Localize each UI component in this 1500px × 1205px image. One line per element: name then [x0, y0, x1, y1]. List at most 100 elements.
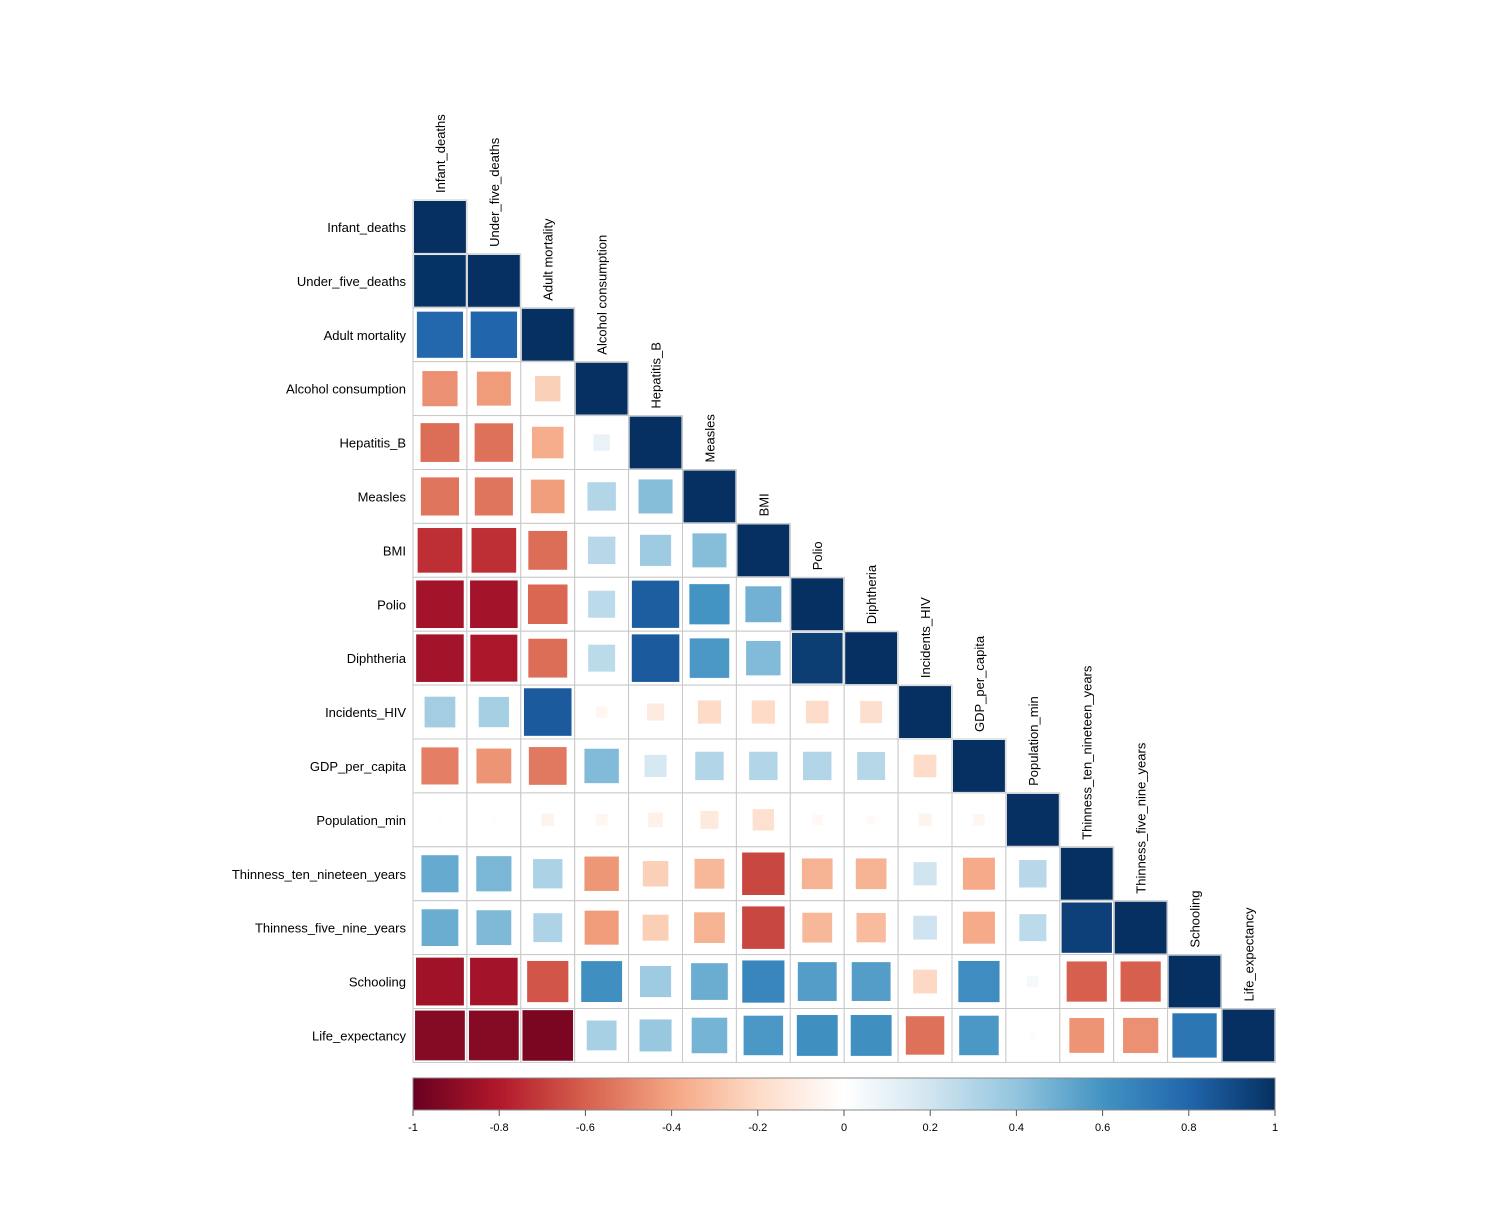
matrix-cell [466, 846, 522, 902]
matrix-cell [682, 1008, 737, 1063]
correlation-square [1222, 1009, 1275, 1062]
correlation-square [414, 255, 466, 307]
correlation-square [695, 751, 724, 781]
correlation-square [541, 813, 555, 827]
column-label: Population_min [1026, 696, 1041, 786]
row-label: Infant_deaths [327, 220, 406, 235]
matrix-cell [574, 954, 630, 1009]
matrix-cell [412, 900, 468, 956]
colorbar-tick-label: 0 [841, 1122, 847, 1134]
matrix-cell [1005, 954, 1061, 1009]
row-label: Life_expectancy [312, 1028, 406, 1043]
matrix-cell [735, 900, 791, 956]
correlation-square [1168, 955, 1221, 1008]
correlation-square [421, 747, 459, 785]
cell-grid [466, 361, 522, 417]
correlation-square [470, 634, 518, 682]
matrix-cell [628, 738, 683, 794]
correlation-square [857, 751, 886, 780]
correlation-square [1069, 1018, 1105, 1053]
matrix-cell [574, 1008, 630, 1063]
matrix-cell [735, 630, 791, 686]
correlation-square [689, 584, 730, 625]
column-labels: Infant_deaths Under_five_deaths Adult mort… [433, 114, 1256, 1002]
correlation-square [638, 479, 673, 514]
correlation-square [468, 1010, 519, 1061]
matrix-cell [520, 900, 576, 956]
matrix-cell [412, 846, 468, 902]
matrix-cell [628, 630, 683, 686]
row-label: Schooling [349, 975, 406, 990]
matrix-cell [412, 199, 468, 255]
matrix-cell [843, 954, 899, 1009]
correlation-square [797, 962, 837, 1001]
matrix-cell [520, 630, 576, 686]
correlation-square [528, 638, 568, 678]
matrix-cell [735, 576, 791, 632]
colorbar-tick-label: 0.4 [1009, 1122, 1024, 1134]
correlation-square [416, 311, 464, 358]
correlation-square [691, 963, 728, 1000]
matrix-cell [520, 307, 576, 363]
column-label: Diphtheria [864, 564, 879, 624]
row-labels: Infant_deaths Under_five_deaths Adult mort… [232, 220, 407, 1043]
correlation-square [802, 912, 833, 943]
matrix-cell [628, 522, 683, 578]
matrix-cell [628, 684, 683, 740]
column-label: Infant_deaths [433, 114, 448, 193]
correlation-square [742, 852, 785, 895]
correlation-square [752, 809, 775, 831]
correlation-square [918, 813, 932, 827]
correlation-square [639, 1019, 672, 1052]
matrix-cell [466, 469, 522, 524]
matrix-cell [843, 846, 899, 902]
matrix-cell [1005, 1008, 1061, 1063]
correlation-square [913, 969, 937, 994]
matrix-cell [897, 846, 953, 902]
correlation-square [745, 586, 782, 623]
matrix-cell [466, 1008, 522, 1063]
correlation-square [913, 862, 937, 886]
correlation-square [697, 700, 722, 724]
column-label: BMI [756, 493, 771, 516]
column-label: Hepatitis_B [649, 342, 664, 408]
correlation-square [587, 482, 616, 511]
matrix-cell [682, 792, 737, 848]
correlation-square [416, 580, 464, 629]
matrix-cell [897, 684, 953, 740]
matrix-cell [897, 954, 953, 1009]
matrix-cell [735, 522, 791, 578]
matrix-cell [1005, 900, 1061, 956]
matrix-cell [843, 900, 899, 956]
correlation-square [1120, 961, 1161, 1002]
correlation-square [791, 578, 844, 631]
correlation-square [899, 686, 951, 738]
matrix-cell [789, 684, 845, 740]
colorbar-gradient [412, 1077, 1276, 1111]
matrix-cell [682, 954, 737, 1009]
matrix-cell [735, 738, 791, 794]
correlation-square [422, 371, 458, 407]
matrix-cell [628, 469, 683, 524]
correlation-square [812, 814, 823, 826]
correlation-square [467, 254, 520, 307]
correlation-square [742, 906, 785, 949]
matrix-cell [735, 684, 791, 740]
matrix-cell [520, 792, 576, 848]
colorbar: -1 -0.8 -0.6 -0.4 -0.2 0 0.2 0.4 0.6 0.8 1 [408, 1077, 1278, 1134]
correlation-square [414, 201, 466, 253]
correlation-square [913, 915, 937, 940]
matrix-cell [1059, 1008, 1115, 1063]
row-label: Hepatitis_B [340, 436, 406, 451]
matrix-cell [574, 846, 630, 902]
correlation-square [471, 528, 517, 573]
matrix-cell [897, 738, 953, 794]
correlation-square [845, 632, 898, 685]
correlation-square [424, 696, 456, 728]
matrix-cell [682, 522, 737, 578]
correlation-square [528, 530, 568, 570]
correlation-square [584, 856, 619, 891]
matrix-cell [1059, 846, 1115, 902]
matrix-cell [789, 792, 845, 848]
